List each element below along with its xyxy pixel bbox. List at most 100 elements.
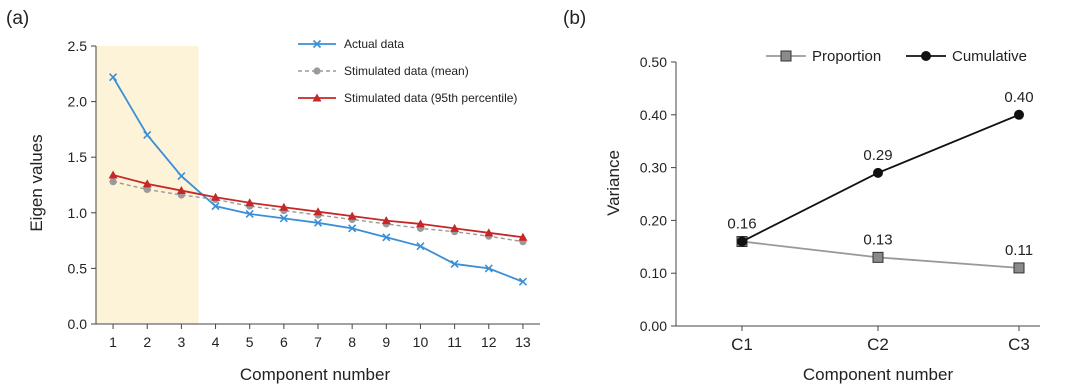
data-label: 0.13	[863, 231, 892, 248]
x-tick-label: 12	[481, 334, 497, 350]
legend-label: Stimulated data (95th percentile)	[344, 91, 517, 105]
y-tick-label: 1.0	[68, 205, 88, 221]
series-group	[108, 73, 528, 286]
legend-label: Cumulative	[952, 48, 1027, 65]
y-axis-title: Eigen values	[27, 134, 46, 231]
data-point	[382, 233, 391, 242]
data-point	[245, 198, 255, 207]
data-point	[450, 259, 459, 269]
data-point	[381, 216, 391, 225]
legend-marker	[312, 93, 322, 102]
y-axis-ticks: 0.00 0.10 0.20 0.30 0.40 0.50	[640, 54, 676, 334]
y-tick-label: 0.00	[640, 318, 667, 334]
data-point	[211, 202, 220, 211]
data-point	[313, 207, 323, 216]
data-label: 0.11	[1005, 242, 1033, 259]
series-line	[741, 113, 1020, 243]
x-tick-label: 1	[109, 334, 117, 350]
legend-entry: Proportion	[766, 48, 881, 65]
y-tick-label: 0.40	[640, 107, 667, 123]
data-point	[313, 218, 323, 227]
x-tick-label: C1	[731, 335, 753, 354]
data-point	[143, 130, 152, 140]
x-tick-label: 6	[280, 334, 288, 350]
y-tick-label: 0.0	[68, 316, 88, 332]
data-point	[177, 172, 186, 181]
y-tick-label: 0.10	[640, 265, 667, 281]
x-tick-label: 3	[177, 334, 185, 350]
series-3	[108, 170, 528, 241]
data-point	[518, 232, 528, 241]
data-label: 0.29	[863, 147, 892, 164]
legend-entry: Stimulated data (95th percentile)	[298, 91, 517, 105]
x-tick-label: 2	[143, 334, 151, 350]
x-tick-label: 5	[246, 334, 254, 350]
data-point	[347, 211, 357, 220]
data-label: 0.16	[727, 216, 756, 233]
legend-marker	[313, 67, 321, 75]
y-tick-label: 2.5	[68, 38, 88, 54]
data-point	[348, 224, 357, 233]
legend-marker	[312, 39, 322, 49]
data-point	[143, 185, 151, 194]
data-point	[518, 277, 527, 286]
y-tick-label: 0.30	[640, 160, 667, 176]
y-axis-title: Variance	[604, 150, 623, 216]
x-axis-title: Component number	[803, 365, 954, 384]
data-point	[109, 73, 118, 82]
panel-a-label: (a)	[6, 8, 29, 29]
series-cumulative	[737, 109, 1024, 247]
data-point	[211, 192, 221, 201]
y-tick-label: 1.5	[68, 149, 88, 165]
data-point	[108, 170, 118, 179]
legend-label: Stimulated data (mean)	[344, 64, 469, 78]
x-tick-label: 7	[314, 334, 322, 350]
x-tick-label: 4	[212, 334, 220, 350]
legend-label: Actual data	[344, 37, 404, 51]
data-labels: 0.16 0.13 0.11 0.29 0.40	[727, 89, 1033, 259]
x-axis-ticks: 1 2 3 4 5 6 7 8 9 10 11 12 13	[109, 324, 531, 350]
series-group	[736, 109, 1025, 274]
y-tick-label: 2.0	[68, 94, 88, 110]
legend-marker	[921, 51, 931, 61]
x-axis-ticks: C1 C2 C3	[731, 326, 1030, 354]
x-tick-label: C2	[867, 335, 889, 354]
data-point	[279, 202, 289, 211]
x-axis-title: Component number	[240, 365, 391, 384]
data-point	[416, 242, 425, 251]
panel-b-label: (b)	[563, 8, 586, 29]
y-axis-ticks: 0.0 0.5 1.0 1.5 2.0 2.5	[68, 38, 96, 332]
data-point	[450, 223, 460, 232]
x-tick-label: 11	[447, 334, 462, 350]
data-point	[415, 219, 425, 228]
x-tick-label: 10	[413, 334, 429, 350]
legend: Actual data Stimulated data (mean) Stimula…	[298, 37, 517, 105]
data-point	[484, 264, 493, 273]
legend-entry: Actual data	[298, 37, 404, 51]
legend: Proportion Cumulative	[766, 48, 1027, 65]
legend-label: Proportion	[812, 48, 881, 65]
x-tick-label: 9	[382, 334, 390, 350]
x-tick-label: 13	[515, 334, 531, 350]
data-point	[737, 236, 747, 247]
data-point	[872, 251, 884, 263]
legend-marker	[780, 50, 792, 62]
data-point	[1014, 109, 1024, 120]
y-tick-label: 0.50	[640, 54, 667, 70]
y-tick-label: 0.5	[68, 260, 88, 276]
legend-entry: Cumulative	[906, 48, 1027, 65]
data-point	[1013, 262, 1025, 274]
data-point	[484, 228, 494, 237]
y-tick-label: 0.20	[640, 212, 667, 228]
panel-a: (a) 0.00.51.01.52.02.5 1 2 3 4 5 6 7 8 9 10 11 12 13…	[6, 8, 540, 384]
legend-entry: Stimulated data (mean)	[298, 64, 469, 78]
data-point	[176, 186, 186, 195]
x-tick-label: C3	[1008, 335, 1030, 354]
data-point	[245, 209, 254, 218]
data-point	[279, 214, 288, 223]
data-point	[873, 167, 883, 178]
data-point	[142, 179, 152, 188]
data-point	[109, 178, 117, 186]
series-1	[109, 73, 527, 286]
